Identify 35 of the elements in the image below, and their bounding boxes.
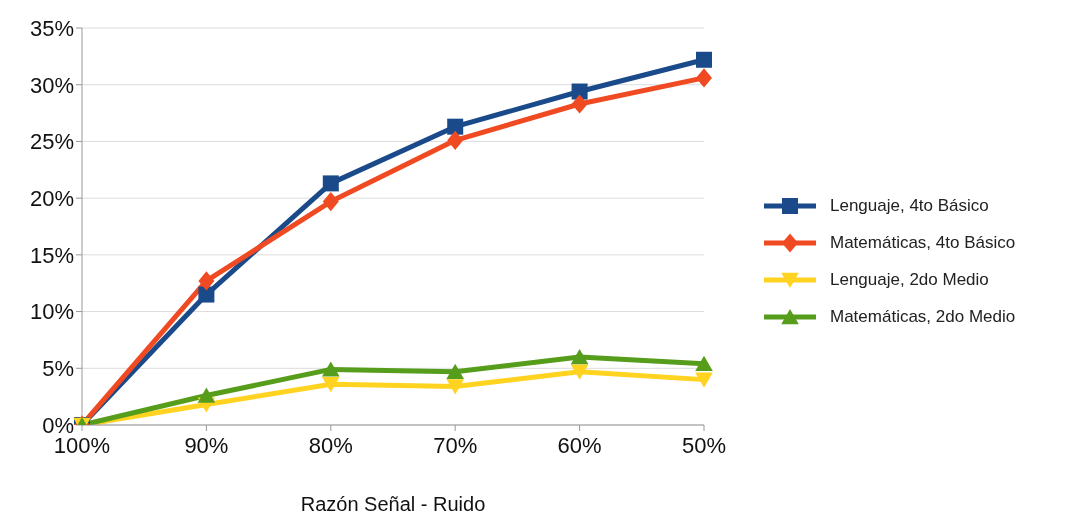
point — [198, 286, 215, 303]
point — [322, 191, 339, 212]
legend-label: Matemáticas, 4to Básico — [830, 233, 1016, 253]
x-tick-label: 70% — [433, 432, 478, 458]
legend-label: Lenguaje, 2do Medio — [830, 270, 989, 290]
point — [447, 130, 464, 150]
point — [447, 118, 464, 135]
point — [322, 175, 339, 192]
y-tick-label: 15% — [29, 242, 74, 268]
point — [322, 376, 340, 393]
y-tick-label: 10% — [29, 299, 74, 325]
x-tick-label: 80% — [308, 432, 353, 458]
point — [446, 363, 464, 379]
point — [197, 387, 216, 403]
x-tick-label: 50% — [681, 432, 727, 458]
point — [695, 372, 713, 388]
y-tick-label: 5% — [42, 356, 74, 382]
point — [570, 348, 589, 365]
y-tick-label: 35% — [29, 15, 74, 41]
point — [571, 94, 588, 114]
point — [570, 364, 589, 380]
point — [322, 361, 340, 377]
x-tick-label: 90% — [184, 432, 229, 458]
x-tick-label: 60% — [557, 432, 602, 458]
point — [696, 68, 712, 88]
y-tick-label: 20% — [29, 185, 74, 211]
x-axis-title: Razón Señal - Ruido — [300, 493, 486, 515]
legend-label: Lenguaje, 4to Básico — [830, 196, 989, 216]
y-tick-label: 30% — [29, 72, 74, 98]
point — [696, 51, 712, 68]
y-tick-label: 25% — [29, 129, 74, 155]
point — [198, 271, 215, 291]
point — [695, 355, 713, 371]
legend-label: Matemáticas, 2do Medio — [830, 307, 1016, 327]
point — [446, 379, 464, 395]
